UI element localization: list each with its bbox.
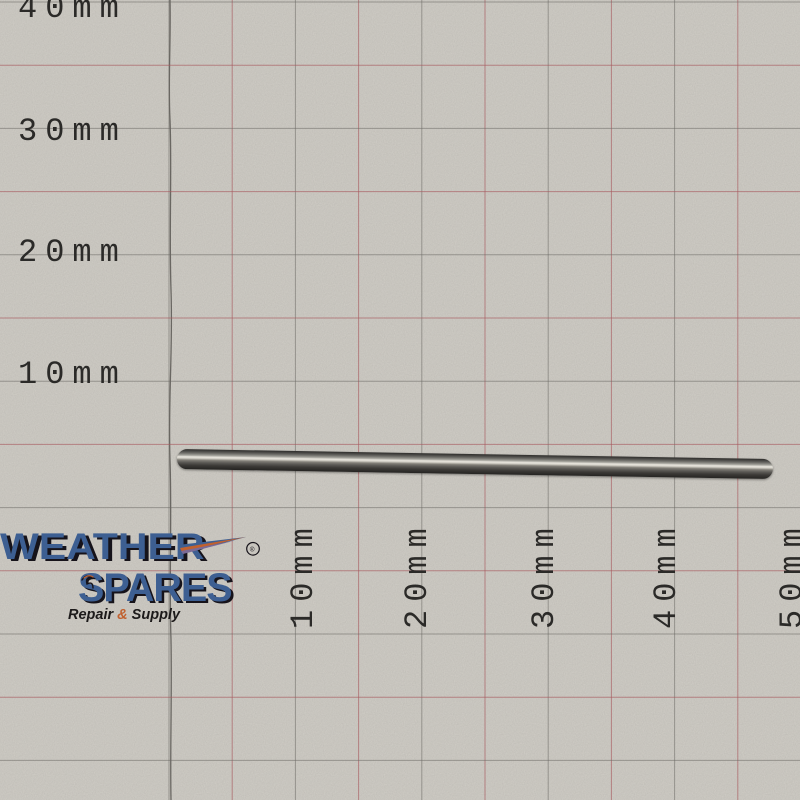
svg-text:Repair & Supply: Repair & Supply — [68, 607, 181, 623]
svg-text:SPARES: SPARES — [78, 566, 232, 610]
svg-text:WEATHER: WEATHER — [0, 527, 205, 568]
svg-text:®: ® — [250, 546, 255, 554]
